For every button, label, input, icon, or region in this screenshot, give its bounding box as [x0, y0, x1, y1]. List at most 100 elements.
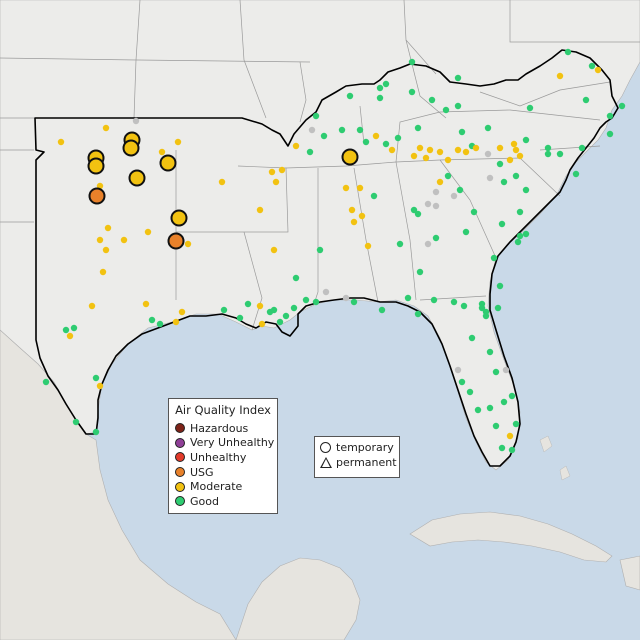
site-marker — [62, 326, 70, 334]
site-type-legend: temporary permanent — [314, 436, 400, 478]
site-marker — [96, 382, 104, 390]
monitoring-sites — [42, 48, 626, 454]
site-marker — [220, 306, 228, 314]
site-marker — [516, 152, 524, 160]
site-marker — [356, 126, 364, 134]
site-marker — [322, 288, 330, 296]
region-outline — [34, 49, 619, 467]
hispaniola-landmass — [619, 555, 640, 591]
site-marker — [432, 234, 440, 242]
site-marker — [388, 146, 396, 154]
site-marker — [416, 144, 424, 152]
site-marker — [57, 138, 65, 146]
site-marker — [572, 170, 580, 178]
site-marker — [498, 220, 506, 228]
site-marker — [510, 140, 518, 148]
aqi-legend-item-hazardous: Hazardous — [169, 421, 277, 436]
site-marker — [358, 212, 366, 220]
site-marker — [436, 148, 444, 156]
site-marker — [72, 418, 80, 426]
site-marker — [522, 186, 530, 194]
site-marker — [450, 298, 458, 306]
site-marker — [316, 246, 324, 254]
site-marker — [482, 308, 490, 316]
very-unhealthy-swatch-icon — [175, 437, 185, 448]
site-marker — [394, 134, 402, 142]
bahamas-landmass — [539, 435, 571, 481]
site-marker — [236, 314, 244, 322]
site-marker — [556, 150, 564, 158]
site-marker — [92, 374, 100, 382]
site-marker — [408, 58, 416, 66]
site-marker — [578, 144, 586, 152]
site-marker — [484, 150, 492, 158]
site-marker — [104, 224, 112, 232]
site-marker — [364, 242, 372, 250]
site-marker — [306, 148, 314, 156]
site-marker — [410, 206, 418, 214]
site-type-label: permanent — [336, 456, 397, 469]
site-marker — [422, 154, 430, 162]
site-marker — [88, 302, 96, 310]
usg-swatch-icon — [175, 467, 185, 478]
site-marker — [466, 388, 474, 396]
site-marker — [522, 230, 530, 238]
site-marker — [544, 150, 552, 158]
site-marker — [470, 208, 478, 216]
site-marker — [102, 246, 110, 254]
site-marker — [444, 156, 452, 164]
aqi-legend-item-moderate: Moderate — [169, 479, 277, 494]
site-marker — [512, 420, 520, 428]
site-marker — [396, 240, 404, 248]
site-marker — [424, 240, 432, 248]
site-marker — [66, 332, 74, 340]
site-type-temporary: temporary — [315, 440, 399, 455]
aqi-legend-label: Good — [190, 494, 219, 508]
site-marker — [454, 146, 462, 154]
site-marker — [290, 304, 298, 312]
aqi-legend: Air Quality Index Hazardous Very Unhealt… — [168, 398, 278, 514]
site-marker — [442, 106, 450, 114]
aqi-legend-label: Very Unhealthy — [190, 436, 275, 450]
site-marker — [478, 304, 486, 312]
site-marker — [376, 84, 384, 92]
site-marker — [512, 172, 520, 180]
triangle-icon — [320, 457, 332, 468]
site-marker — [492, 368, 500, 376]
aqi-legend-label: Unhealthy — [190, 450, 247, 464]
site-marker — [458, 378, 466, 386]
aqi-legend-label: Moderate — [190, 480, 243, 494]
site-marker — [292, 274, 300, 282]
site-marker — [270, 246, 278, 254]
site-marker — [276, 318, 284, 326]
site-marker — [92, 428, 100, 436]
site-marker — [456, 186, 464, 194]
site-marker — [320, 132, 328, 140]
hazardous-swatch-icon — [175, 423, 185, 434]
site-marker — [494, 304, 502, 312]
site-marker — [492, 422, 500, 430]
site-marker — [462, 148, 470, 156]
site-marker — [350, 298, 358, 306]
good-swatch-icon — [175, 496, 185, 507]
site-marker — [486, 404, 494, 412]
site-marker — [582, 96, 590, 104]
site-marker — [338, 126, 346, 134]
site-marker — [414, 210, 422, 218]
site-marker — [184, 240, 192, 248]
site-marker — [218, 178, 226, 186]
site-marker — [500, 398, 508, 406]
site-type-label: temporary — [336, 441, 394, 454]
site-marker — [594, 66, 602, 74]
site-marker — [142, 300, 150, 308]
site-marker — [244, 300, 252, 308]
site-marker — [490, 254, 498, 262]
site-marker — [156, 320, 164, 328]
site-marker — [346, 92, 354, 100]
site-marker — [544, 144, 552, 152]
site-marker — [132, 117, 140, 125]
site-marker — [342, 184, 350, 192]
site-marker — [468, 334, 476, 342]
site-marker — [342, 294, 350, 302]
